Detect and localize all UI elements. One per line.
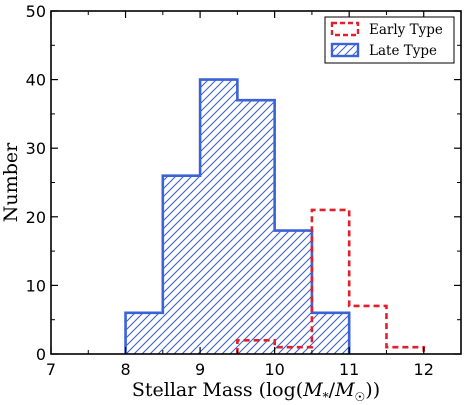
late-type-bar	[311, 312, 350, 354]
late-type-bar	[162, 175, 201, 354]
x-tick-label: 9	[195, 360, 205, 379]
y-tick-label: 20	[26, 208, 46, 227]
x-tick-label: 8	[120, 360, 130, 379]
x-label-mass: M	[302, 379, 323, 401]
early-type-step-outline	[236, 208, 426, 354]
legend-swatch-late-type	[330, 42, 360, 58]
x-tick-label: 11	[339, 360, 359, 379]
axis-ticks: 7 8 9 10 11 12 0 10 20 30 40 50	[26, 2, 461, 379]
y-tick-label: 10	[26, 276, 46, 295]
late-type-bar	[237, 100, 275, 355]
late-type-bars	[125, 79, 350, 355]
legend-label-late-type: Late Type	[369, 43, 437, 59]
legend-label-early-type: Early Type	[369, 22, 443, 38]
legend-box	[324, 16, 455, 64]
y-axis-label: Number	[0, 142, 22, 222]
y-tick-label: 30	[26, 139, 46, 158]
legend-swatch-early-type	[330, 21, 360, 37]
late-type-bar	[200, 79, 238, 354]
x-label-sep: /	[329, 379, 336, 401]
x-label-suffix: ))	[365, 379, 380, 401]
x-label-prefix: Stellar Mass (log(	[132, 379, 303, 401]
x-tick-label: 10	[264, 360, 284, 379]
y-tick-label: 40	[26, 71, 46, 90]
x-label-mass-2: M	[334, 379, 355, 401]
legend: Early Type Late Type	[324, 16, 455, 64]
x-label-star: *	[323, 390, 329, 404]
late-type-bar	[274, 230, 312, 354]
early-type-bars	[236, 208, 426, 354]
x-tick-label: 7	[46, 360, 56, 379]
y-tick-label: 50	[26, 2, 46, 21]
x-tick-label: 12	[414, 360, 434, 379]
x-label-sun: ☉	[355, 390, 366, 404]
x-axis-label: Stellar Mass (log(M*/M☉))	[132, 379, 380, 404]
late-type-bar	[125, 312, 163, 354]
y-tick-label: 0	[36, 345, 46, 364]
